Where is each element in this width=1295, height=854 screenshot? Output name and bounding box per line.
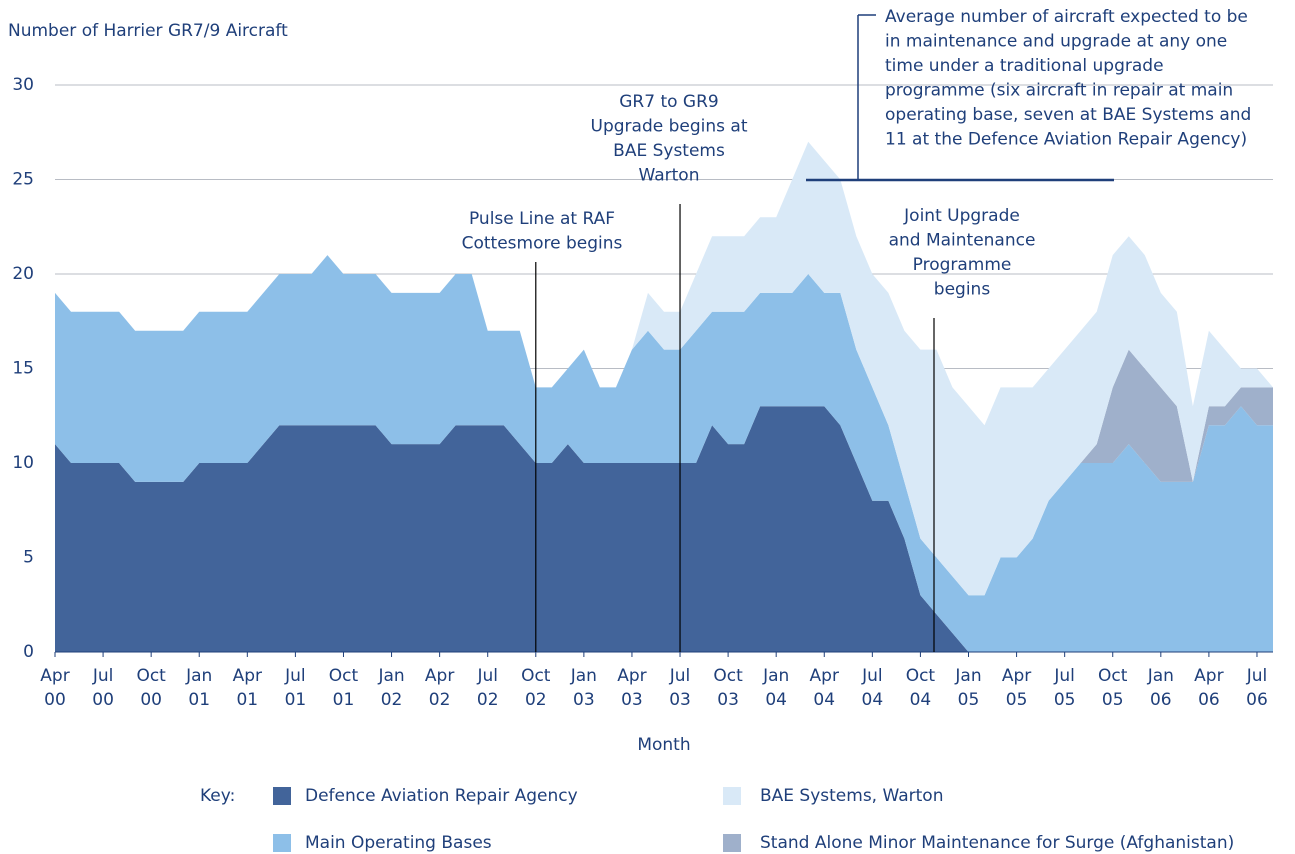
x-tick-label: Apr 00 — [40, 666, 70, 710]
x-tick-label: Apr 01 — [232, 666, 263, 710]
x-tick-label: Oct 01 — [328, 666, 359, 710]
x-axis-label: Month — [637, 735, 690, 755]
x-tick-label: Jul 03 — [669, 666, 691, 710]
legend-label: Defence Aviation Repair Agency — [305, 786, 578, 806]
annotation-text: programme (six aircraft in repair at mai… — [885, 81, 1233, 101]
x-tick-label: Jul 04 — [861, 666, 884, 710]
annotation-text: Average number of aircraft expected to b… — [885, 7, 1248, 27]
y-tick-label: 15 — [12, 359, 34, 379]
annotation-text: 11 at the Defence Aviation Repair Agency… — [885, 130, 1247, 150]
x-tick-label: Jul 06 — [1246, 666, 1268, 710]
x-tick-label: Jan 03 — [570, 666, 597, 710]
annotation-text: begins — [934, 280, 991, 300]
x-tick-label: Jul 01 — [284, 666, 307, 710]
area — [55, 255, 1273, 652]
x-tick-label: Oct 00 — [136, 666, 166, 710]
x-tick-label: Oct 05 — [1098, 666, 1128, 710]
annotation-text: in maintenance and upgrade at any one — [885, 32, 1227, 52]
annotation-text: time under a traditional upgrade — [885, 56, 1164, 76]
legend-title: Key: — [200, 786, 235, 806]
annotation-text: Upgrade begins at — [591, 117, 748, 137]
x-tick-label: Apr 05 — [1001, 666, 1032, 710]
legend-swatch — [723, 834, 741, 852]
legend-label: Stand Alone Minor Maintenance for Surge … — [760, 833, 1234, 853]
annotation-text: Cottesmore begins — [462, 234, 623, 254]
annotation-text: and Maintenance — [889, 231, 1036, 251]
annotation-text: operating base, seven at BAE Systems and — [885, 105, 1251, 125]
y-axis-label: Number of Harrier GR7/9 Aircraft — [8, 21, 288, 41]
x-tick-label: Jan 01 — [186, 666, 213, 710]
legend-label: Main Operating Bases — [305, 833, 492, 853]
x-tick-label: Oct 04 — [905, 666, 936, 710]
x-tick-label: Apr 02 — [424, 666, 455, 710]
annotation-text: Programme — [913, 255, 1012, 275]
y-tick-label: 0 — [23, 642, 34, 662]
legend-swatch — [723, 787, 741, 805]
y-tick-label: 10 — [12, 453, 34, 473]
area — [55, 406, 1273, 652]
x-tick-label: Jan 02 — [378, 666, 405, 710]
annotation-text: BAE Systems — [613, 141, 725, 161]
annotation-text: Joint Upgrade — [903, 206, 1020, 226]
x-tick-label: Jan 05 — [955, 666, 982, 710]
x-tick-label: Jul 00 — [92, 666, 114, 710]
annotation-text: GR7 to GR9 — [619, 92, 718, 112]
x-tick-label: Oct 02 — [521, 666, 551, 710]
x-tick-label: Jul 02 — [476, 666, 499, 710]
legend-label: BAE Systems, Warton — [760, 786, 943, 806]
area — [55, 141, 1273, 596]
x-tick-label: Apr 04 — [809, 666, 839, 710]
y-tick-label: 5 — [23, 548, 34, 568]
x-tick-label: Apr 03 — [617, 666, 647, 710]
y-tick-label: 25 — [12, 170, 34, 190]
annotation-text: Pulse Line at RAF — [469, 209, 615, 229]
x-tick-label: Jan 04 — [763, 666, 790, 710]
annotation-text: Warton — [639, 166, 700, 186]
y-tick-label: 30 — [12, 75, 34, 95]
x-tick-label: Apr 06 — [1194, 666, 1224, 710]
y-tick-label: 20 — [12, 264, 34, 284]
x-tick-label: Jan 06 — [1147, 666, 1174, 710]
legend-swatch — [273, 834, 291, 852]
x-tick-label: Oct 03 — [713, 666, 743, 710]
x-tick-label: Jul 05 — [1053, 666, 1076, 710]
legend-swatch — [273, 787, 291, 805]
